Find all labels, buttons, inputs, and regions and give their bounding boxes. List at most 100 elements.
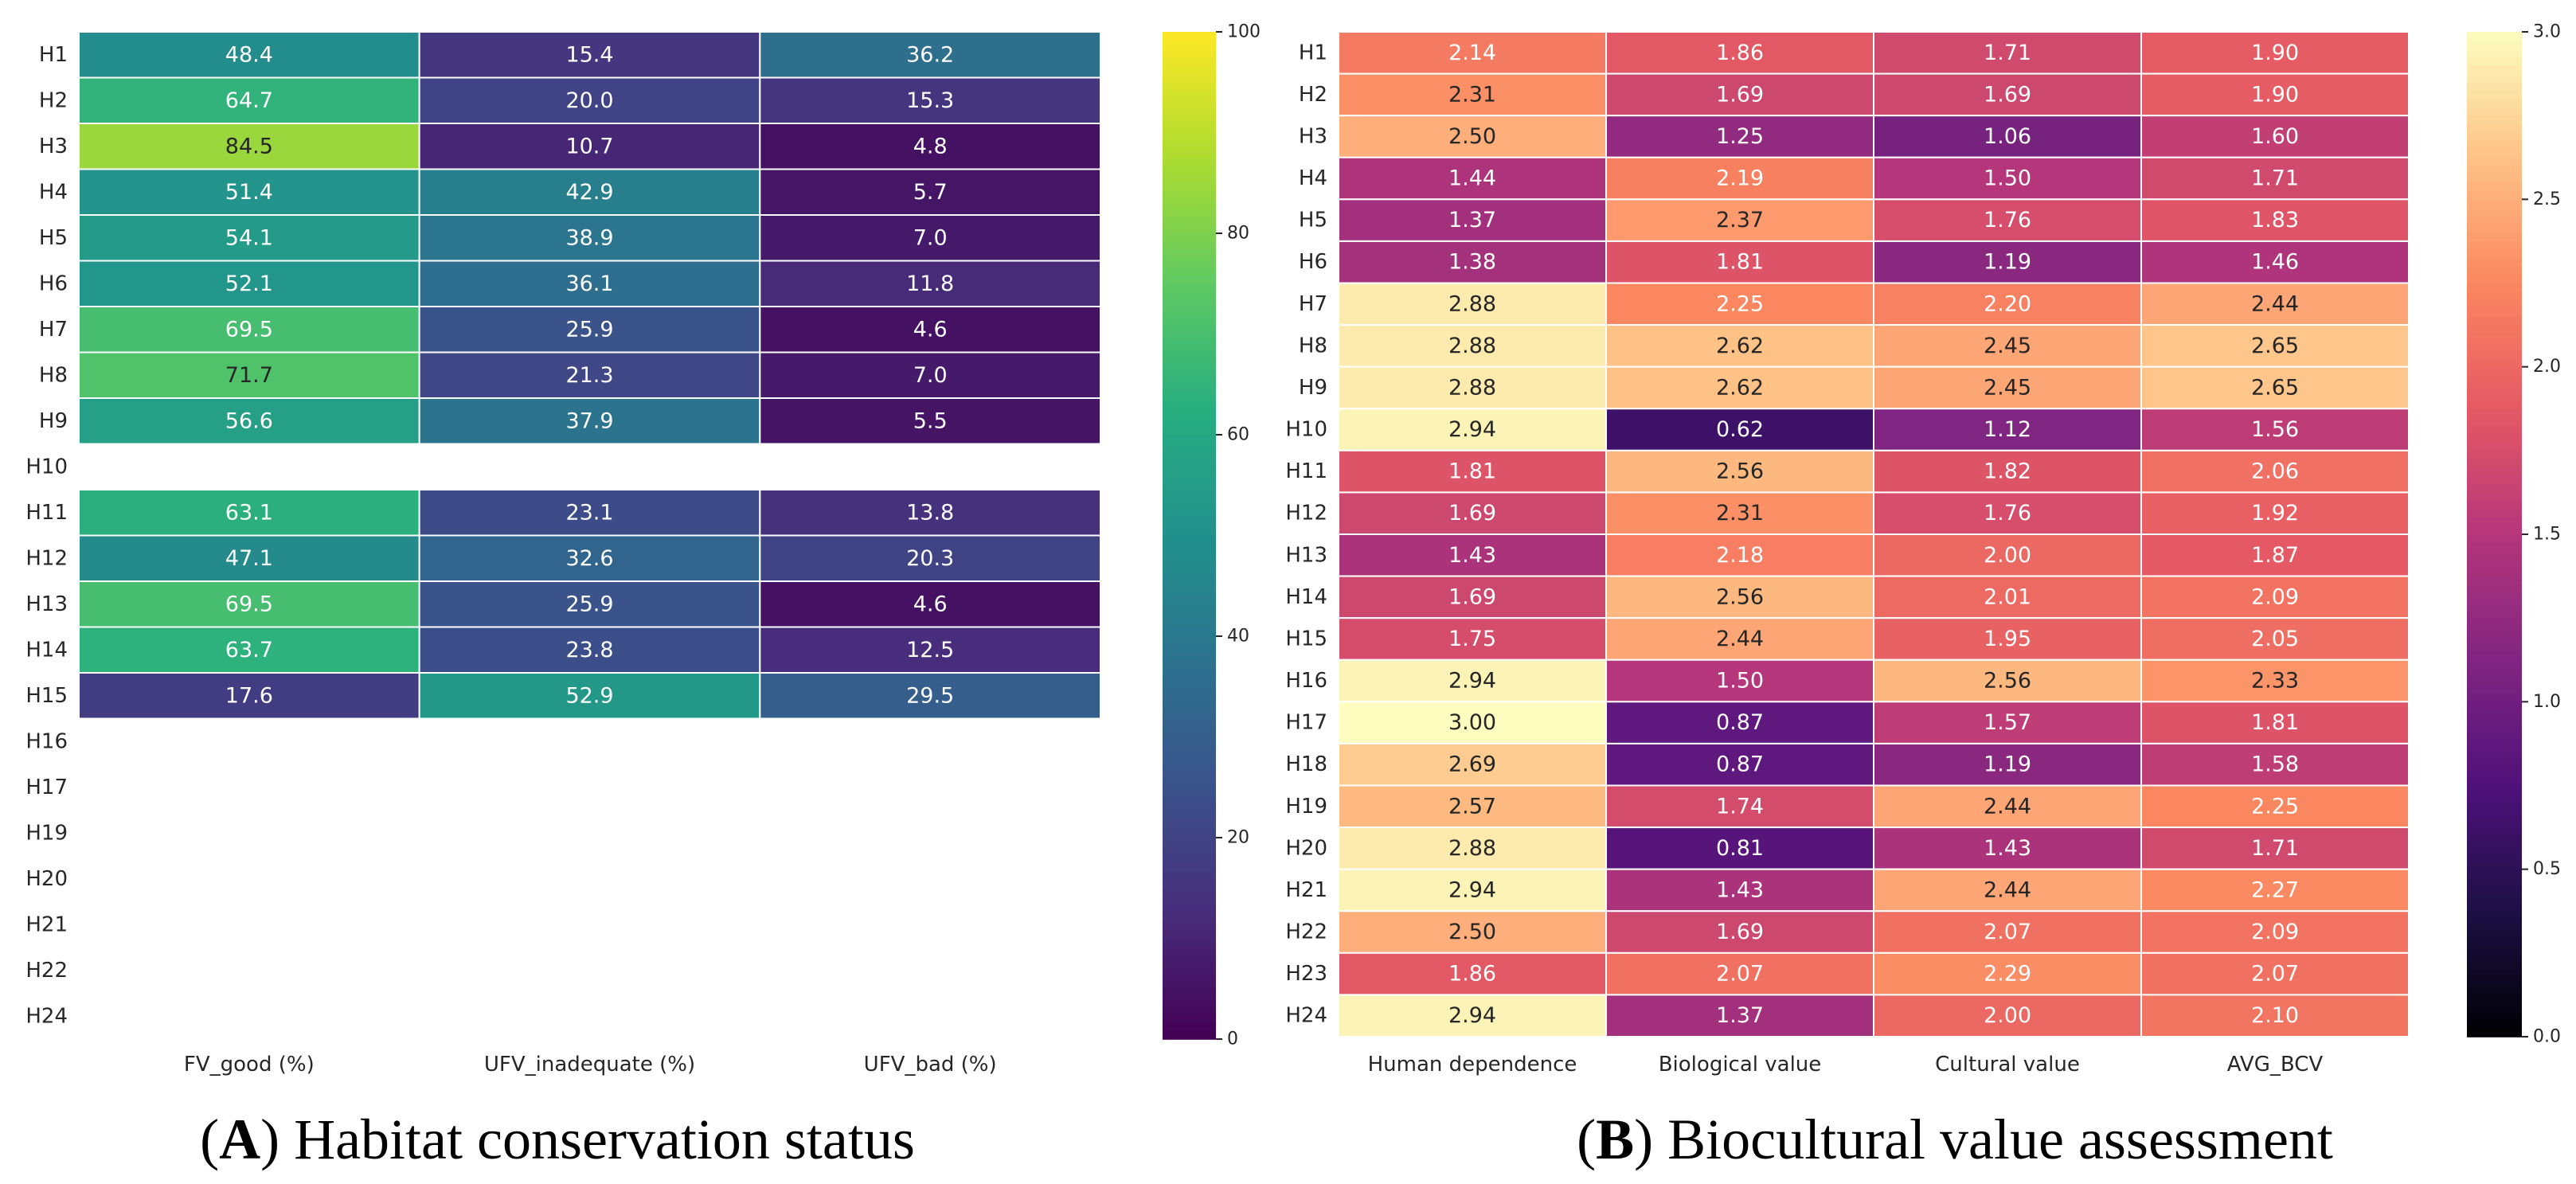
colorbar-segment [2467,1002,2522,1013]
cell-value-label: 1.12 [1984,417,2031,442]
cell-value-label: 0.81 [1716,836,1764,861]
heatmap-cell [1338,701,1607,744]
cell-value-label: 2.44 [2251,291,2299,316]
colorbar-segment [2467,576,2522,585]
heatmap-cell [1338,365,1607,410]
cell-value-label: 32.6 [565,546,613,571]
heatmap-cell [78,534,420,582]
colorbar-segment [1163,342,1216,352]
cell-value-label: 2.69 [1448,752,1496,777]
cell-value-label: 84.5 [225,134,273,158]
colorbar-tick-label: 0.5 [2533,859,2561,879]
colorbar-segment [2467,835,2522,845]
colorbar-segment [2467,760,2522,770]
cell-value-label: 2.37 [1716,208,1764,233]
colorbar-segment [2467,517,2522,527]
cell-value-label: 51.4 [225,180,273,205]
row-label: H18 [1285,752,1327,776]
colorbar-segment [2467,726,2522,737]
heatmap-cell [1873,575,2142,619]
heatmap-cell [1338,31,1607,75]
cell-value-label: 1.90 [2251,41,2299,65]
cell-value-label: 1.50 [1716,669,1764,694]
heatmap-cell [1605,365,1874,410]
heatmap-cell [1338,868,1607,912]
colorbar-segment [2467,500,2522,510]
colorbar-segment [2467,794,2522,803]
colorbar-segment [2467,73,2522,83]
colorbar-segment [1163,619,1216,629]
heatmap-cell [759,76,1101,124]
colorbar-segment [2467,408,2522,418]
colorbar-segment [1163,90,1216,100]
cell-value-label: 20.0 [565,88,613,113]
heatmap-cell [2140,868,2410,912]
heatmap-cell [1605,449,1874,494]
colorbar-segment [1163,107,1216,117]
cell-value-label: 4.6 [913,317,948,342]
cell-value-label: 56.6 [225,408,273,433]
heatmap-cell [418,260,761,307]
row-label: H22 [25,959,68,983]
caption-b-label: B [1596,1108,1634,1171]
heatmap-cell [1605,951,1874,996]
colorbar-segment [2467,785,2522,795]
row-label: H17 [25,776,68,799]
colorbar-segment [1163,678,1216,688]
colorbar-segment [1163,40,1216,49]
cell-value-label: 0.87 [1716,710,1764,735]
cell-value-label: 1.44 [1448,166,1496,191]
colorbar-segment [1163,871,1216,881]
row-label: H5 [1299,209,1327,233]
colorbar-segment [2467,676,2522,686]
colorbar-segment [1163,141,1216,150]
colorbar-segment [1163,158,1216,167]
colorbar-segment [2467,936,2522,946]
colorbar-segment [2467,885,2522,896]
cell-value-label: 47.1 [225,546,273,571]
heatmap-cell [1338,617,1607,661]
cell-value-label: 64.7 [225,88,273,113]
heatmap-cell [1873,533,2142,577]
cell-value-label: 2.44 [1984,877,2031,902]
heatmap-cell [1873,156,2142,201]
colorbar-segment [2467,542,2522,552]
heatmap-cell [1873,951,2142,996]
colorbar-segment [1163,435,1216,444]
cell-value-label: 1.69 [1448,501,1496,526]
heatmap-cell [759,351,1101,399]
cell-value-label: 2.94 [1448,669,1496,694]
cell-value-label: 1.37 [1716,1003,1764,1028]
row-label: H13 [25,592,68,616]
cell-value-label: 29.5 [906,683,954,708]
cell-value-label: 2.00 [1984,543,2031,568]
cell-value-label: 52.9 [565,683,613,708]
colorbar-segment [2467,1019,2522,1030]
cell-value-label: 69.5 [225,317,273,342]
colorbar-segment [2467,375,2522,385]
colorbar-segment [1163,459,1216,469]
cell-value-label: 2.94 [1448,417,1496,442]
cell-value-label: 2.25 [2251,794,2299,819]
colorbar-segment [1163,963,1216,973]
colorbar-segment [1163,32,1216,41]
heatmap-cell [1605,910,1874,954]
colorbar-segment [2467,257,2522,268]
heatmap-cell [759,580,1101,628]
column-label: Cultural value [1935,1053,2080,1077]
cell-value-label: 1.75 [1448,627,1496,651]
cell-value-label: 2.07 [1716,962,1764,987]
colorbar-tick-label: 0 [1227,1030,1238,1049]
colorbar-segment [2467,752,2522,761]
colorbar-segment [1163,443,1216,452]
colorbar-segment [1163,594,1216,604]
colorbar-segment [1163,132,1216,142]
colorbar-segment [2467,32,2522,41]
row-label: H6 [39,272,68,295]
colorbar-segment [2467,952,2522,963]
row-label: H6 [1299,250,1327,274]
row-label: H2 [39,88,68,112]
cell-value-label: 2.44 [1984,794,2031,819]
colorbar-segment [2467,743,2522,753]
